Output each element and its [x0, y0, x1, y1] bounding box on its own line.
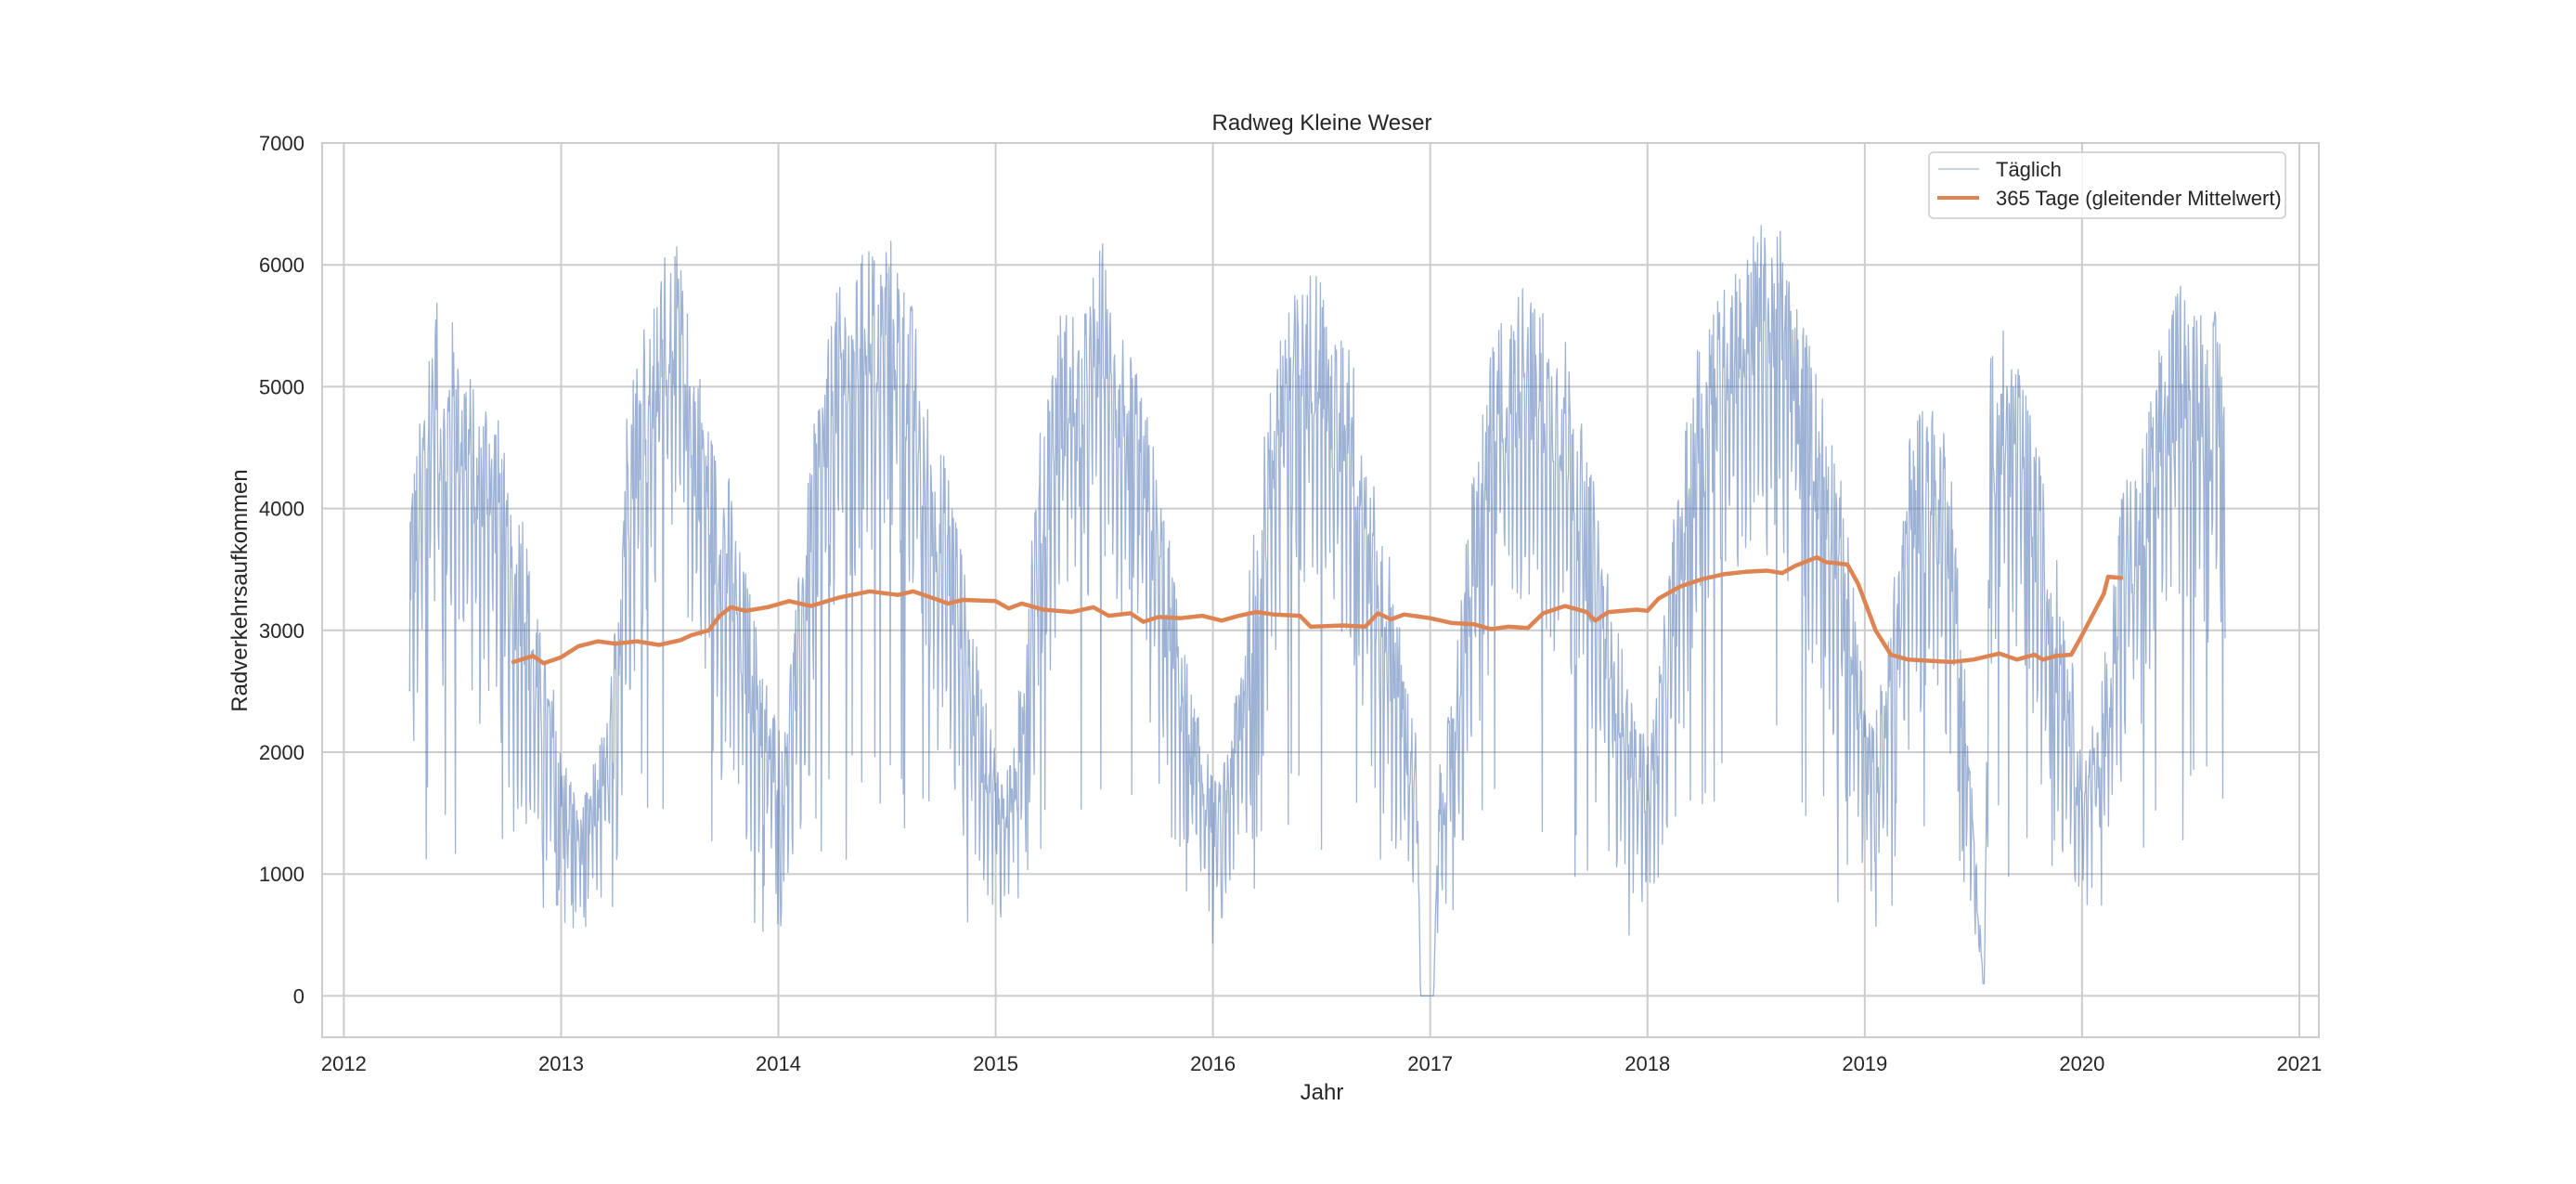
daily-line	[408, 225, 2226, 997]
x-axis-title: Jahr	[1301, 1080, 1344, 1105]
chart-title: Radweg Kleine Weser	[1211, 111, 1431, 136]
legend: Täglich 365 Tage (gleitender Mittelwert)	[1928, 151, 2286, 219]
plot-background	[322, 143, 2319, 1037]
y-axis-title: Radverkehrsaufkommen	[227, 469, 252, 711]
x-tick-label: 2014	[756, 1052, 801, 1075]
rolling-mean-line	[511, 554, 2124, 666]
x-tick-label: 2013	[538, 1052, 584, 1075]
x-tick-label: 2017	[1407, 1052, 1453, 1075]
legend-box	[1928, 151, 2286, 219]
y-tick-label: 3000	[259, 619, 304, 643]
x-tick-label: 2019	[1842, 1052, 1887, 1075]
y-tick-labels: 0 1000 2000 3000 4000 5000 6000 7000	[259, 132, 304, 1008]
x-tick-label: 2016	[1190, 1052, 1236, 1075]
x-tick-label: 2012	[321, 1052, 367, 1075]
x-tick-label: 2015	[973, 1052, 1018, 1075]
legend-label-rolling: 365 Tage (gleitender Mittelwert)	[1996, 187, 2282, 210]
y-tick-label: 6000	[259, 254, 304, 277]
y-tick-label: 5000	[259, 375, 304, 398]
x-tick-labels: 2012 2013 2014 2015 2016 2017 2018 2019 2020 2021	[321, 1052, 2322, 1075]
y-tick-label: 7000	[259, 132, 304, 155]
y-tick-label: 2000	[259, 741, 304, 764]
daily-series	[408, 225, 2226, 997]
legend-label-daily: Täglich	[1996, 158, 2062, 181]
y-tick-label: 1000	[259, 863, 304, 886]
x-tick-label: 2020	[2059, 1052, 2104, 1075]
grid-x	[343, 143, 2300, 1037]
x-tick-label: 2021	[2276, 1052, 2322, 1075]
rolling-series	[511, 554, 2124, 666]
axes-frame	[321, 142, 2320, 1038]
y-tick-label: 0	[293, 984, 304, 1008]
x-tick-label: 2018	[1625, 1052, 1670, 1075]
y-tick-label: 4000	[259, 498, 304, 521]
